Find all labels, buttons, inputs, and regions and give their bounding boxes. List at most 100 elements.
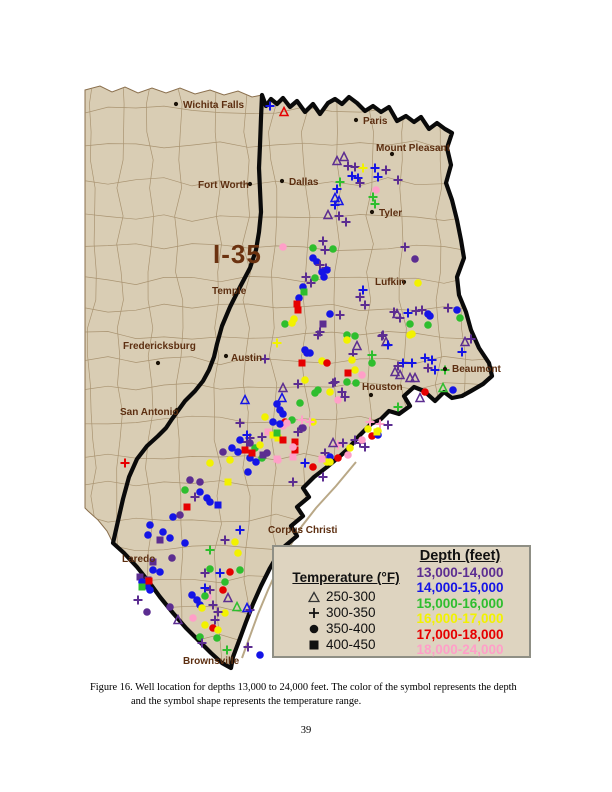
well-marker bbox=[427, 355, 437, 365]
well-marker bbox=[172, 613, 184, 625]
well-marker bbox=[241, 601, 253, 613]
well-marker bbox=[298, 359, 306, 367]
well-marker bbox=[400, 242, 410, 252]
highway-i35-label: I-35 bbox=[213, 239, 262, 269]
well-marker bbox=[156, 568, 164, 576]
well-marker bbox=[320, 273, 328, 281]
city-dot bbox=[353, 117, 359, 123]
city-label: Fort Worth bbox=[198, 180, 249, 191]
well-marker bbox=[306, 278, 316, 288]
well-marker bbox=[351, 339, 363, 351]
well-marker bbox=[318, 472, 328, 482]
well-marker bbox=[335, 177, 345, 187]
figure-caption: Figure 16. Well location for depths 13,0… bbox=[90, 681, 550, 708]
well-marker bbox=[214, 501, 222, 509]
well-marker bbox=[299, 424, 307, 432]
well-marker bbox=[347, 171, 357, 181]
well-marker bbox=[333, 440, 343, 450]
temp-range-250-300: 250-300 bbox=[282, 589, 410, 605]
well-marker bbox=[411, 255, 419, 263]
legend-temperature-title: Temperature (°F) bbox=[292, 570, 400, 585]
well-marker bbox=[274, 434, 282, 442]
well-marker bbox=[243, 642, 253, 652]
well-marker bbox=[186, 476, 194, 484]
city-dot bbox=[442, 366, 448, 372]
well-marker bbox=[457, 347, 467, 357]
map-legend: Depth (feet) 13,000-14,000 14,000-15,000… bbox=[272, 545, 531, 658]
well-marker bbox=[326, 458, 334, 466]
well-marker bbox=[149, 566, 157, 574]
well-marker bbox=[389, 365, 401, 377]
well-marker bbox=[322, 208, 334, 220]
city-label: Paris bbox=[363, 116, 388, 127]
well-marker bbox=[364, 425, 372, 433]
well-marker bbox=[309, 463, 317, 471]
well-marker bbox=[453, 306, 461, 314]
well-marker bbox=[338, 150, 350, 162]
well-marker bbox=[377, 331, 387, 341]
well-marker bbox=[330, 200, 340, 210]
well-marker bbox=[222, 645, 232, 655]
well-marker bbox=[159, 528, 167, 536]
well-marker bbox=[424, 321, 432, 329]
well-marker bbox=[300, 458, 310, 468]
well-marker bbox=[231, 600, 243, 612]
city-label: Tyler bbox=[379, 208, 402, 219]
well-marker bbox=[206, 498, 214, 506]
temp-range-label: 300-350 bbox=[326, 605, 376, 620]
well-marker bbox=[334, 454, 342, 462]
legend-depth-title: Depth (feet) bbox=[419, 548, 501, 564]
well-marker bbox=[426, 312, 434, 320]
well-marker bbox=[226, 456, 234, 464]
city-dot bbox=[368, 392, 374, 398]
well-marker bbox=[181, 486, 189, 494]
well-marker bbox=[213, 634, 221, 642]
well-marker bbox=[205, 545, 215, 555]
well-marker bbox=[214, 626, 222, 634]
well-marker bbox=[277, 381, 289, 393]
well-marker bbox=[281, 320, 289, 328]
well-marker bbox=[236, 436, 244, 444]
well-marker bbox=[293, 427, 303, 437]
well-marker bbox=[206, 459, 214, 467]
city-label: Austin bbox=[231, 353, 262, 364]
well-marker bbox=[373, 172, 383, 182]
well-marker bbox=[248, 449, 256, 457]
well-marker bbox=[459, 335, 471, 347]
city-dot bbox=[401, 279, 407, 285]
well-marker bbox=[143, 608, 151, 616]
temp-range-label: 250-300 bbox=[326, 589, 376, 604]
city-label: Beaumont bbox=[452, 364, 502, 375]
well-marker bbox=[256, 651, 264, 659]
well-marker bbox=[319, 320, 327, 328]
study-area-boundary bbox=[110, 92, 495, 671]
well-marker bbox=[138, 583, 146, 591]
well-marker bbox=[246, 439, 254, 447]
well-marker bbox=[297, 415, 307, 425]
well-marker bbox=[279, 410, 287, 418]
well-marker bbox=[269, 418, 277, 426]
well-marker bbox=[190, 492, 200, 502]
well-marker bbox=[344, 451, 352, 459]
well-marker bbox=[234, 549, 242, 557]
well-marker bbox=[394, 368, 406, 380]
well-marker bbox=[365, 417, 375, 427]
well-marker bbox=[315, 260, 325, 270]
well-marker bbox=[383, 340, 393, 350]
well-marker bbox=[200, 583, 210, 593]
well-marker bbox=[404, 371, 416, 383]
well-marker bbox=[318, 236, 328, 246]
well-marker bbox=[236, 566, 244, 574]
well-marker bbox=[355, 292, 365, 302]
well-marker bbox=[213, 607, 223, 617]
well-marker bbox=[407, 358, 417, 368]
well-marker bbox=[288, 319, 296, 327]
well-marker bbox=[334, 396, 342, 404]
well-marker bbox=[272, 338, 282, 348]
well-marker bbox=[166, 534, 174, 542]
well-marker bbox=[201, 621, 209, 629]
well-marker bbox=[221, 578, 229, 586]
well-marker bbox=[120, 458, 130, 468]
well-marker bbox=[219, 448, 227, 456]
